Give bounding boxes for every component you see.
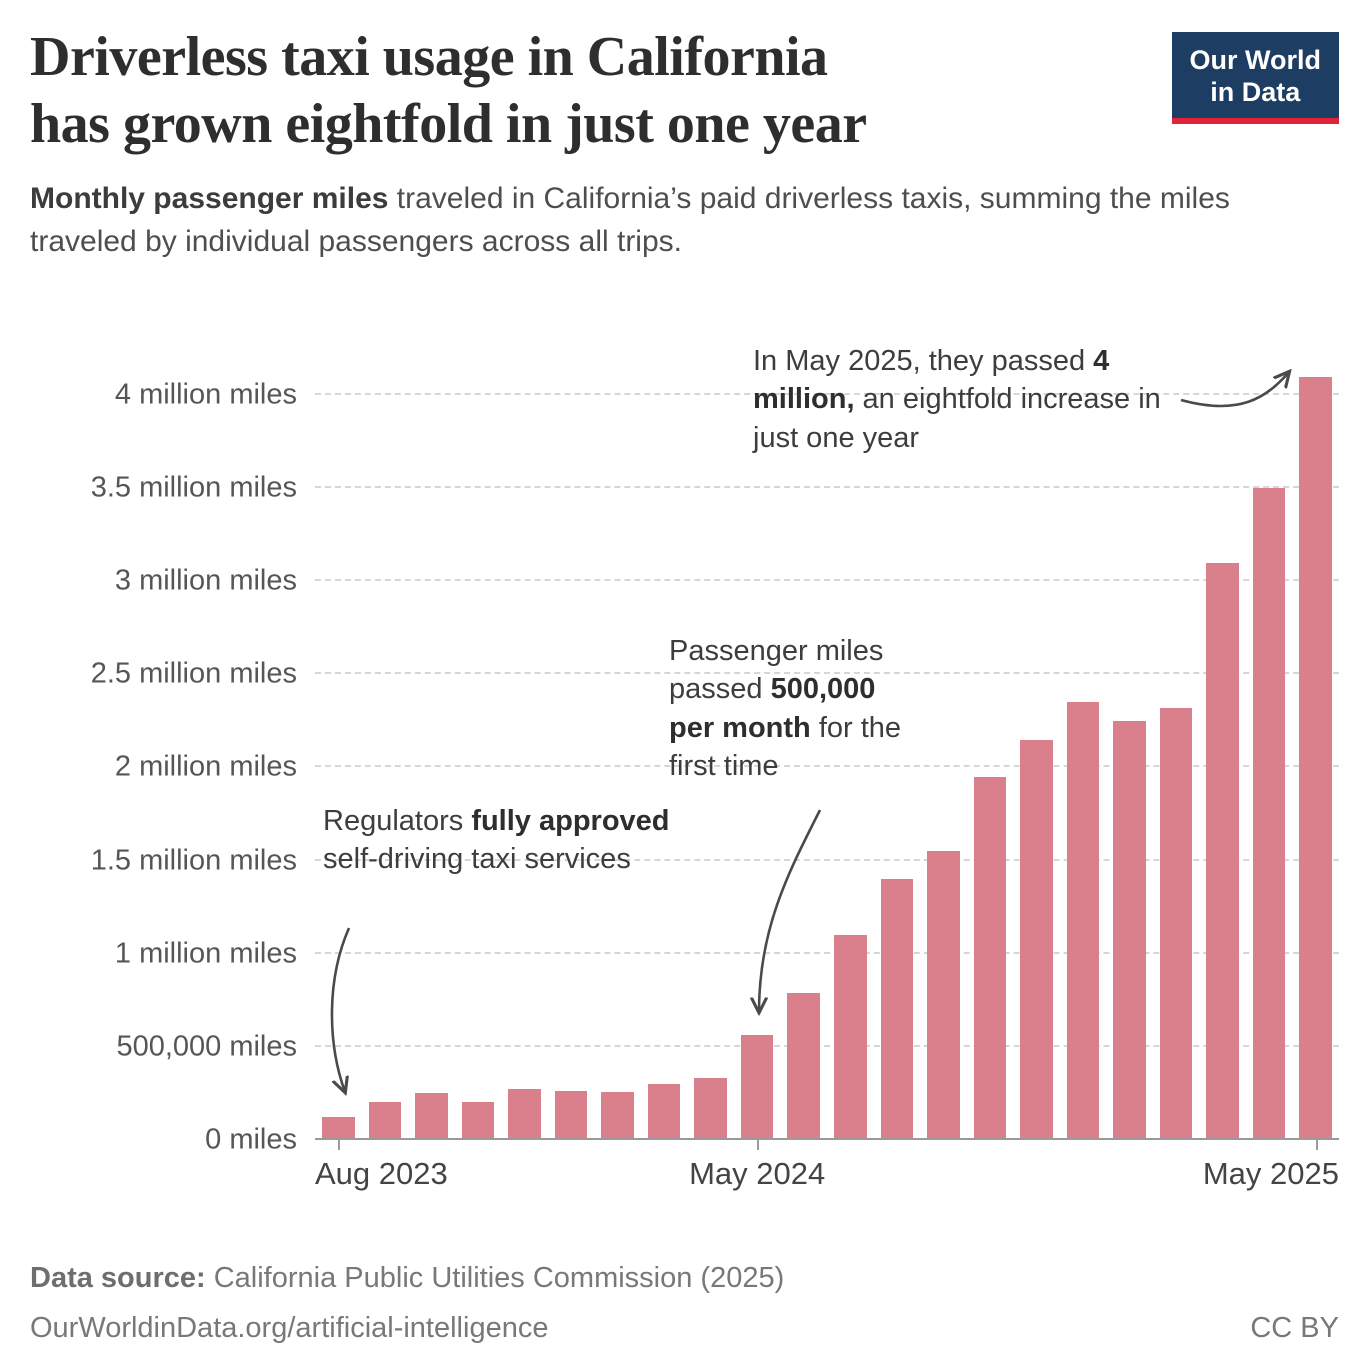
gridline [315,672,1339,675]
gridline [315,486,1339,489]
bar-aug-2023[interactable] [322,1117,355,1140]
gridline [315,951,1339,954]
x-axis-label-may-2025: May 2025 [1202,1155,1339,1191]
y-axis-label: 1.5 million miles [90,844,297,876]
bar-aug-2024[interactable] [880,879,914,1140]
owid-url-link[interactable]: OurWorldinData.org/artificial-intelligen… [30,1311,549,1344]
bar-feb-2024[interactable] [601,1092,634,1140]
y-axis-labels: 0 miles 500,000 miles 1 million miles 1.5 m… [30,340,315,1155]
gridline [315,579,1339,582]
y-axis-label: 500,000 miles [116,1030,297,1063]
x-axis-label-may-2024: May 2024 [689,1155,826,1191]
y-axis-label: 3 million miles [114,564,297,597]
plot: Regulators fully approved self-driving t… [315,340,1339,1140]
header: Our World in Data Driverless taxi usage … [30,24,1339,264]
title-line2: has grown eightfold in just one year [30,93,867,156]
bar-jan-2025[interactable] [1113,720,1146,1140]
x-axis-line [315,1137,1339,1140]
bar-dec-2023[interactable] [508,1089,541,1140]
data-source-line: Data source: California Public Utilities… [30,1257,1339,1301]
y-axis-label: 3.5 million miles [90,471,297,504]
bar-jul-2024[interactable] [834,934,867,1140]
plot-wrap: Regulators fully approved self-driving t… [315,340,1339,1200]
bar-dec-2024[interactable] [1066,702,1100,1140]
title-line1: Driverless taxi usage in California [30,26,828,88]
bar-jan-2024[interactable] [554,1091,588,1140]
y-axis-label: 4 million miles [114,378,297,411]
gridline [315,765,1339,768]
x-axis-label-aug-2023: Aug 2023 [315,1155,448,1191]
bar-apr-2025[interactable] [1252,488,1286,1140]
bar-mar-2024[interactable] [647,1083,681,1140]
x-tick-mark [757,1139,760,1150]
gridline [315,393,1339,396]
bar-mar-2025[interactable] [1206,562,1239,1140]
owid-logo-line2: in Data [1210,76,1301,107]
bar-apr-2024[interactable] [694,1078,727,1140]
footer: Data source: California Public Utilities… [30,1257,1339,1350]
footer-line2: OurWorldinData.org/artificial-intelligen… [30,1307,1339,1351]
bar-oct-2024[interactable] [973,776,1007,1140]
bar-sep-2023[interactable] [368,1102,402,1140]
subtitle-bold: Monthly passenger miles [30,182,389,216]
bar-feb-2025[interactable] [1159,707,1193,1140]
y-axis-label: 1 million miles [114,937,297,970]
license-link[interactable]: CC BY [1250,1311,1339,1344]
bar-nov-2023[interactable] [461,1102,495,1140]
data-source-value: California Public Utilities Commission (… [205,1262,785,1294]
x-tick-mark [338,1139,341,1150]
gridline [315,858,1339,861]
plot-bars [315,340,1339,1140]
subtitle-rest: traveled in California’s paid driverless… [30,182,1230,258]
gridline [315,1044,1339,1047]
bar-nov-2024[interactable] [1020,739,1053,1140]
bar-jun-2024[interactable] [787,992,821,1140]
bar-sep-2024[interactable] [927,851,960,1140]
y-axis-label: 2 million miles [114,750,297,783]
data-source-label: Data source: [30,1262,206,1294]
bar-oct-2023[interactable] [415,1093,448,1140]
y-axis-label: 2.5 million miles [90,657,297,690]
bar-may-2025[interactable] [1299,376,1333,1140]
owid-logo-line1: Our World [1189,45,1322,75]
chart-subtitle: Monthly passenger miles traveled in Cali… [30,178,1310,263]
x-axis: Aug 2023 May 2024 May 2025 [315,1139,1339,1200]
page-title: Driverless taxi usage in California has … [30,24,1130,158]
y-axis-label: 0 miles [205,1123,297,1156]
x-tick-mark [1315,1139,1318,1150]
chart-area: 0 miles 500,000 miles 1 million miles 1.5 m… [30,340,1339,1200]
bar-may-2024[interactable] [740,1035,774,1140]
owid-logo[interactable]: Our World in Data [1171,32,1339,124]
